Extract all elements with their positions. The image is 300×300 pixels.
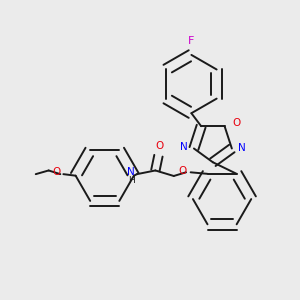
Text: N: N <box>127 167 134 177</box>
Text: O: O <box>232 118 241 128</box>
Text: F: F <box>188 36 195 46</box>
Text: O: O <box>179 166 187 176</box>
Text: N: N <box>238 143 246 154</box>
Text: N: N <box>180 142 188 152</box>
Text: H: H <box>128 176 134 185</box>
Text: O: O <box>52 167 61 177</box>
Text: O: O <box>156 141 164 151</box>
